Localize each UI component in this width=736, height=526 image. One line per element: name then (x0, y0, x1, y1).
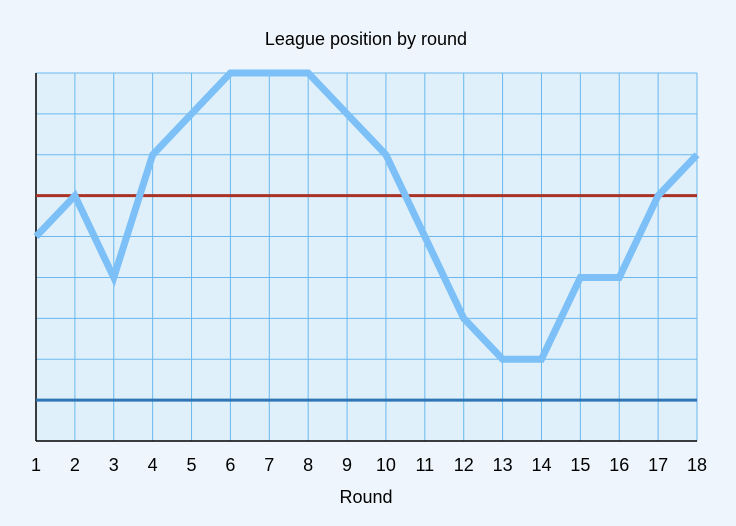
x-tick-label: 12 (454, 455, 474, 475)
x-tick-label: 16 (609, 455, 629, 475)
x-tick-label: 3 (109, 455, 119, 475)
x-tick-label: 14 (531, 455, 551, 475)
x-tick-label: 10 (376, 455, 396, 475)
plot-area (36, 73, 697, 441)
data-line (33, 69, 700, 363)
x-tick-label: 18 (687, 455, 707, 475)
x-tick-label: 15 (570, 455, 590, 475)
x-tick-label: 5 (187, 455, 197, 475)
x-tick-label: 17 (648, 455, 668, 475)
x-tick-label: 13 (493, 455, 513, 475)
x-tick-label: 8 (303, 455, 313, 475)
x-tick-label: 1 (31, 455, 41, 475)
x-tick-label: 7 (264, 455, 274, 475)
x-tick-label: 6 (225, 455, 235, 475)
x-tick-label: 9 (342, 455, 352, 475)
x-tick-label: 11 (415, 455, 434, 475)
x-tick-label: 4 (148, 455, 158, 475)
x-axis-label: Round (339, 487, 392, 507)
chart-title: League position by round (265, 29, 467, 49)
x-tick-label: 2 (70, 455, 80, 475)
